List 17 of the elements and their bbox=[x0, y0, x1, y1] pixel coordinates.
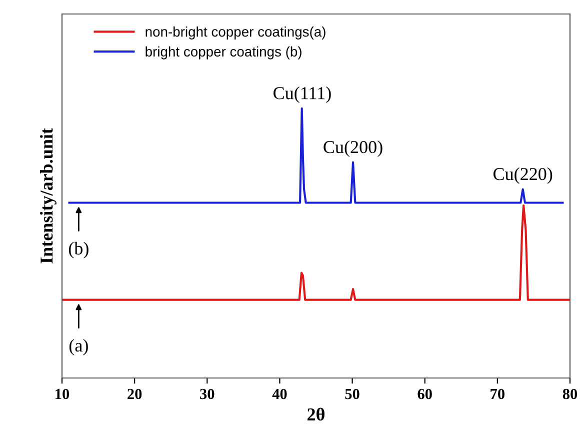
x-tick-label: 80 bbox=[562, 388, 578, 400]
x-tick-label: 10 bbox=[56, 388, 70, 400]
legend-label: bright copper coatings (b) bbox=[146, 46, 302, 60]
annotation: Cu(111) bbox=[274, 86, 331, 103]
x-tick-label: 30 bbox=[200, 388, 214, 400]
x-tick-label: 50 bbox=[345, 388, 360, 400]
annotation: Cu(200) bbox=[324, 140, 382, 157]
x-tick-label: 70 bbox=[490, 388, 504, 400]
x-tick-label: 60 bbox=[418, 388, 432, 400]
x-axis-title: 2θ bbox=[308, 408, 324, 421]
y-axis-title: Intensity/arb.unit bbox=[40, 128, 56, 264]
legend-label: non-bright copper coatings(a) bbox=[146, 26, 326, 40]
annotation: (a) bbox=[69, 338, 88, 356]
annotation: (b) bbox=[68, 242, 88, 258]
x-tick-label: 40 bbox=[272, 388, 287, 400]
x-tick-label: 20 bbox=[128, 388, 142, 400]
annotation: Cu(220) bbox=[493, 167, 552, 184]
